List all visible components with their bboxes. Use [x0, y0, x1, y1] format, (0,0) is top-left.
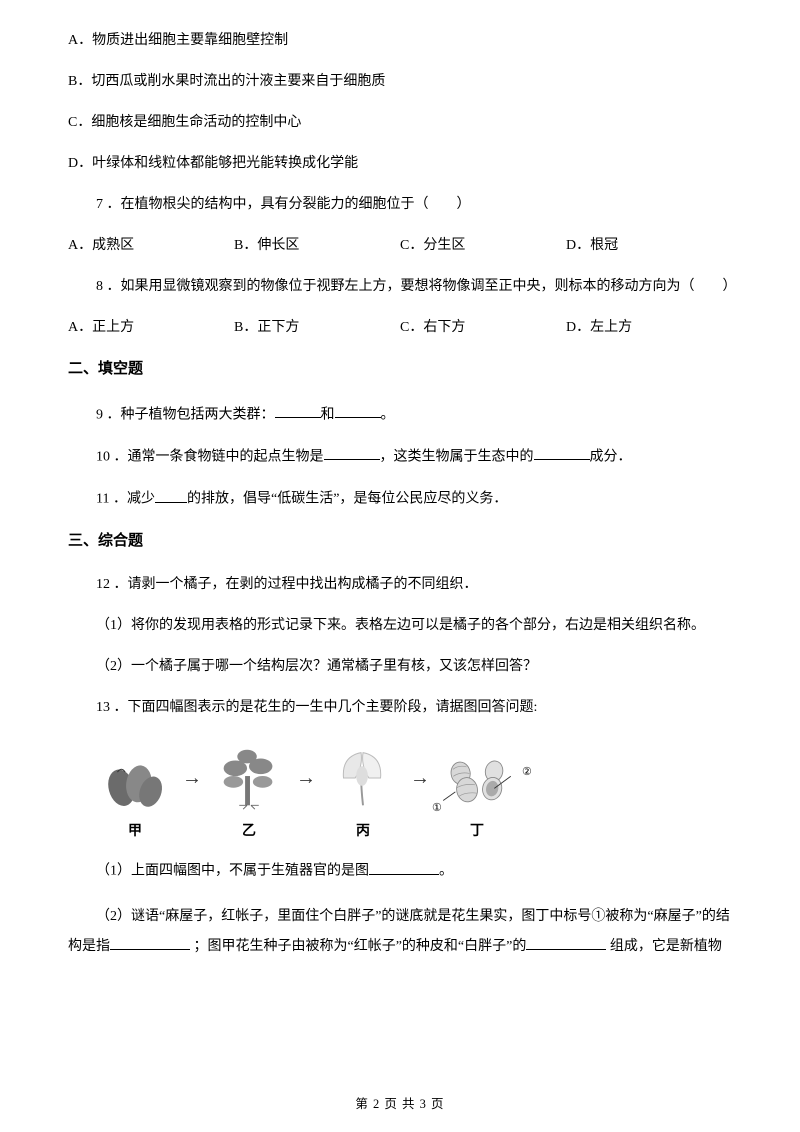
stage-a-label: 甲 [128, 820, 142, 841]
arrow-icon: → [410, 763, 430, 817]
q10-text-1: 10 ．通常一条食物链中的起点生物是 [96, 449, 324, 464]
q7-stem: 7 ．在植物根尖的结构中，具有分裂能力的细胞位于（ ） [68, 194, 732, 215]
stage-c-label: 丙 [356, 820, 370, 841]
stage-b: 乙 [210, 738, 288, 841]
fruit-drawing [438, 738, 516, 818]
q11: 11 ．减少 的排放，倡导“低碳生活”，是每位公民应尽的义务． [68, 487, 732, 509]
section-3-title: 三、综合题 [68, 530, 732, 553]
q-pre-option-d: D．叶绿体和线粒体都能够把光能转换成化学能 [68, 153, 732, 174]
q9-blank-1[interactable] [275, 403, 321, 418]
stage-a: 甲 [96, 738, 174, 841]
arrow-icon: → [296, 763, 316, 817]
annot-1: ① [432, 800, 442, 817]
q9-blank-2[interactable] [335, 403, 381, 418]
q7-option-a: A．成熟区 [68, 235, 234, 256]
annot-2: ② [522, 764, 532, 781]
q-pre-option-b: B．切西瓜或削水果时流出的汁液主要来自于细胞质 [68, 71, 732, 92]
stage-b-label: 乙 [242, 820, 256, 841]
q12-stem: 12 ．请剥一个橘子，在剥的过程中找出构成橘子的不同组织． [68, 574, 732, 595]
q9-text-3: 。 [381, 407, 395, 422]
q13-s1-blank[interactable] [369, 859, 439, 874]
q11-text-2: 的排放，倡导“低碳生活”，是每位公民应尽的义务． [187, 492, 507, 507]
q7-options: A．成熟区 B．伸长区 C．分生区 D．根冠 [68, 235, 732, 256]
q11-text-1: 11 ．减少 [96, 492, 155, 507]
q13-s2-text-b: ；图甲花生种子由被称为“红帐子”的种皮和“白胖子”的 [190, 939, 526, 954]
q8-option-a: A．正上方 [68, 317, 234, 338]
q-pre-option-c: C．细胞核是细胞生命活动的控制中心 [68, 112, 732, 133]
q12-sub-2: （2）一个橘子属于哪一个结构层次？通常橘子里有核，又该怎样回答？ [68, 656, 732, 677]
q13-stem: 13 ．下面四幅图表示的是花生的一生中几个主要阶段，请据图回答问题: [68, 697, 732, 718]
q10-text-3: 成分． [590, 449, 632, 464]
section-2-title: 二、填空题 [68, 358, 732, 381]
q10-blank-2[interactable] [534, 445, 590, 460]
q10-blank-1[interactable] [324, 445, 380, 460]
q13-s1-text-b: 。 [439, 864, 453, 879]
q8-option-b: B．正下方 [234, 317, 400, 338]
q9: 9 ．种子植物包括两大类群： 和 。 [68, 403, 732, 425]
stage-d-label: 丁 [470, 820, 484, 841]
q9-text-2: 和 [321, 407, 335, 422]
q13-s1-text-a: （1）上面四幅图中，不属于生殖器官的是图 [96, 864, 369, 879]
flower-drawing [324, 738, 402, 818]
q11-blank-1[interactable] [155, 487, 187, 502]
q7-option-b: B．伸长区 [234, 235, 400, 256]
page-footer: 第 2 页 共 3 页 [0, 1095, 800, 1114]
q8-stem: 8 ．如果用显微镜观察到的物像位于视野左上方，要想将物像调至正中央，则标本的移动… [68, 276, 732, 297]
q13-sub-1: （1）上面四幅图中，不属于生殖器官的是图 。 [68, 859, 732, 881]
q7-option-d: D．根冠 [566, 235, 732, 256]
q8-options: A．正上方 B．正下方 C．右下方 D．左上方 [68, 317, 732, 338]
q7-option-c: C．分生区 [400, 235, 566, 256]
q13-sub-2: （2）谜语“麻屋子，红帐子，里面住个白胖子”的谜底就是花生果实，图丁中标号①被称… [68, 902, 732, 964]
seed-drawing [96, 738, 174, 818]
stage-c: 丙 [324, 738, 402, 841]
q13-s2-blank-1[interactable] [110, 935, 190, 950]
q13-s2-text-c: 组成，它是新植物 [606, 939, 722, 954]
q13-s2-blank-2[interactable] [526, 935, 606, 950]
seedling-drawing [210, 738, 288, 818]
q8-option-c: C．右下方 [400, 317, 566, 338]
stage-d: ① ② 丁 [438, 738, 516, 841]
q10: 10 ．通常一条食物链中的起点生物是 ，这类生物属于生态中的 成分． [68, 445, 732, 467]
q13-figure: 甲 → 乙 → 丙 → [96, 738, 732, 841]
q12-sub-1: （1）将你的发现用表格的形式记录下来。表格左边可以是橘子的各个部分，右边是相关组… [68, 615, 732, 636]
q-pre-option-a: A．物质进出细胞主要靠细胞壁控制 [68, 30, 732, 51]
q10-text-2: ，这类生物属于生态中的 [380, 449, 534, 464]
q8-option-d: D．左上方 [566, 317, 732, 338]
arrow-icon: → [182, 763, 202, 817]
q9-text-1: 9 ．种子植物包括两大类群： [96, 407, 275, 422]
